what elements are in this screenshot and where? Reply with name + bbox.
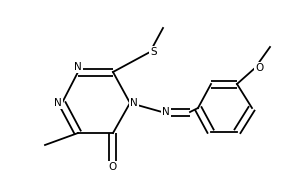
Text: N: N [54, 98, 62, 108]
Text: O: O [255, 63, 263, 73]
Text: N: N [130, 98, 138, 108]
Text: N: N [74, 62, 82, 72]
Text: S: S [150, 47, 156, 57]
Text: N: N [162, 107, 170, 117]
Text: O: O [109, 162, 117, 172]
